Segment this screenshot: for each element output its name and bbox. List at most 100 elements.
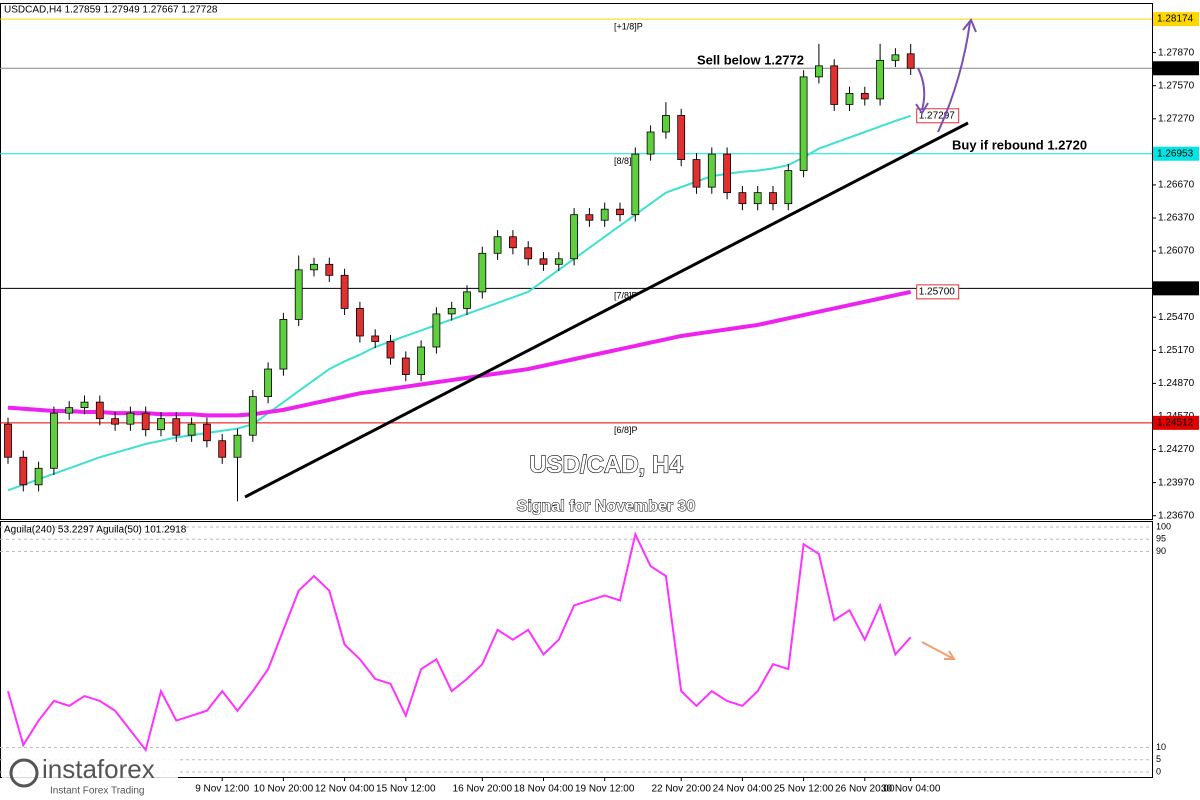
- y-tick-label: 10: [1156, 742, 1166, 752]
- candle-body: [340, 274, 349, 309]
- chart-title: USD/CAD, H4: [529, 451, 683, 478]
- candle-body: [554, 258, 563, 265]
- candle-body: [799, 76, 808, 171]
- y-tick-label: 1.23670: [1158, 510, 1195, 521]
- price-label: 1.28174: [1157, 14, 1194, 25]
- candle-body: [432, 313, 441, 348]
- price-box: [1153, 146, 1199, 161]
- x-tick-label: 24 Nov 04:00: [713, 784, 773, 795]
- price-label: 1.24512: [1157, 417, 1194, 428]
- arrow-up: [937, 21, 971, 133]
- candle-body: [80, 401, 89, 409]
- candle-body: [662, 115, 670, 133]
- x-tick-label: 10 Nov 20:00: [254, 784, 314, 795]
- candle-body: [50, 412, 58, 469]
- x-tick-label: 22 Nov 20:00: [651, 784, 711, 795]
- arrow-down: [917, 67, 926, 111]
- ma-label: 1.27297: [919, 110, 956, 121]
- candle-body: [95, 401, 104, 420]
- candle-body: [784, 170, 793, 205]
- candle-body: [753, 192, 762, 205]
- x-tick-label: 18 Nov 04:00: [514, 784, 574, 795]
- arrow-osc: [921, 641, 953, 659]
- main-panel: [0, 3, 1153, 520]
- candle-body: [860, 93, 869, 100]
- annotation: Buy if rebound 1.2720: [952, 137, 1087, 152]
- brand-name: instaforex: [42, 754, 155, 784]
- oscillator-panel: [0, 521, 1153, 778]
- candle-body: [65, 407, 74, 414]
- price-box: [1153, 12, 1199, 27]
- annotation: Sell below 1.2772: [697, 52, 804, 67]
- candle-body: [157, 418, 165, 431]
- candle-body: [233, 434, 242, 458]
- candle-body: [692, 159, 701, 188]
- y-tick-label: 0: [1156, 766, 1161, 776]
- level-tag: [+1/8]P: [614, 21, 643, 31]
- candle-body: [34, 467, 43, 486]
- candle-body: [111, 418, 119, 425]
- y-tick-label: 90: [1156, 546, 1166, 556]
- candle-body: [891, 54, 900, 61]
- y-tick-label: 1.26670: [1158, 180, 1195, 191]
- candle-body: [172, 418, 181, 436]
- x-tick-label: 16 Nov 20:00: [453, 784, 513, 795]
- candle-body: [248, 396, 257, 436]
- y-tick-label: 1.25470: [1158, 312, 1195, 323]
- level-tag: [7/8]P: [614, 291, 638, 301]
- x-tick-label: 12 Nov 04:00: [315, 784, 375, 795]
- y-tick-label: 1.24270: [1158, 444, 1195, 455]
- candle-body: [401, 357, 410, 375]
- y-tick-label: 1.25170: [1158, 345, 1195, 356]
- y-tick-label: 1.26370: [1158, 213, 1195, 224]
- candle-body: [876, 59, 884, 100]
- candle-body: [126, 412, 135, 425]
- x-tick-label: 19 Nov 12:00: [575, 784, 635, 795]
- x-tick-label: 25 Nov 12:00: [774, 784, 834, 795]
- oscillator-line: [7, 531, 912, 753]
- moving-average: [7, 114, 912, 492]
- candle-body: [723, 153, 731, 194]
- candle-body: [845, 93, 854, 105]
- candle-body: [707, 153, 716, 188]
- y-tick-label: 100: [1156, 521, 1171, 531]
- y-tick-label: 5: [1156, 754, 1161, 764]
- level-tag: [6/8]P: [614, 425, 638, 435]
- candle-body: [769, 192, 777, 205]
- candle-body: [310, 263, 318, 271]
- candle-body: [447, 308, 456, 315]
- price-box: [1153, 415, 1199, 430]
- candle-body: [738, 192, 747, 205]
- arrowhead: [944, 650, 956, 660]
- candle-body: [585, 214, 594, 221]
- candle-body: [187, 423, 196, 436]
- candle-body: [279, 319, 288, 370]
- price-label: 1.25732: [1157, 283, 1194, 294]
- y-tick-label: 1.26070: [1158, 246, 1195, 257]
- candle-body: [493, 236, 502, 254]
- candle-body: [677, 115, 686, 160]
- arrowhead: [915, 102, 929, 115]
- candle-body: [325, 263, 334, 276]
- header: USDCAD,H4 1.27859 1.27949 1.27667 1.2772…: [4, 5, 218, 16]
- trend-line: [244, 121, 969, 499]
- price-box: [1153, 281, 1199, 296]
- candle-body: [4, 423, 12, 458]
- candle-body: [646, 131, 655, 155]
- y-tick-label: 1.24870: [1158, 378, 1195, 389]
- y-tick-label: 1.27570: [1158, 80, 1195, 91]
- candle-body: [570, 214, 578, 260]
- x-tick-label: 9 Nov 12:00: [195, 784, 249, 795]
- x-tick-label: 30 Nov 04:00: [881, 784, 941, 795]
- candle-body: [264, 368, 273, 398]
- moving-average: [7, 289, 912, 418]
- candle-body: [202, 423, 211, 442]
- candle-body: [600, 208, 609, 221]
- candle-body: [218, 440, 227, 458]
- ma-label-box: [916, 108, 960, 124]
- candle-body: [371, 335, 380, 342]
- chart-subtitle: Signal for November 30: [517, 498, 696, 515]
- price-box: [1153, 61, 1199, 76]
